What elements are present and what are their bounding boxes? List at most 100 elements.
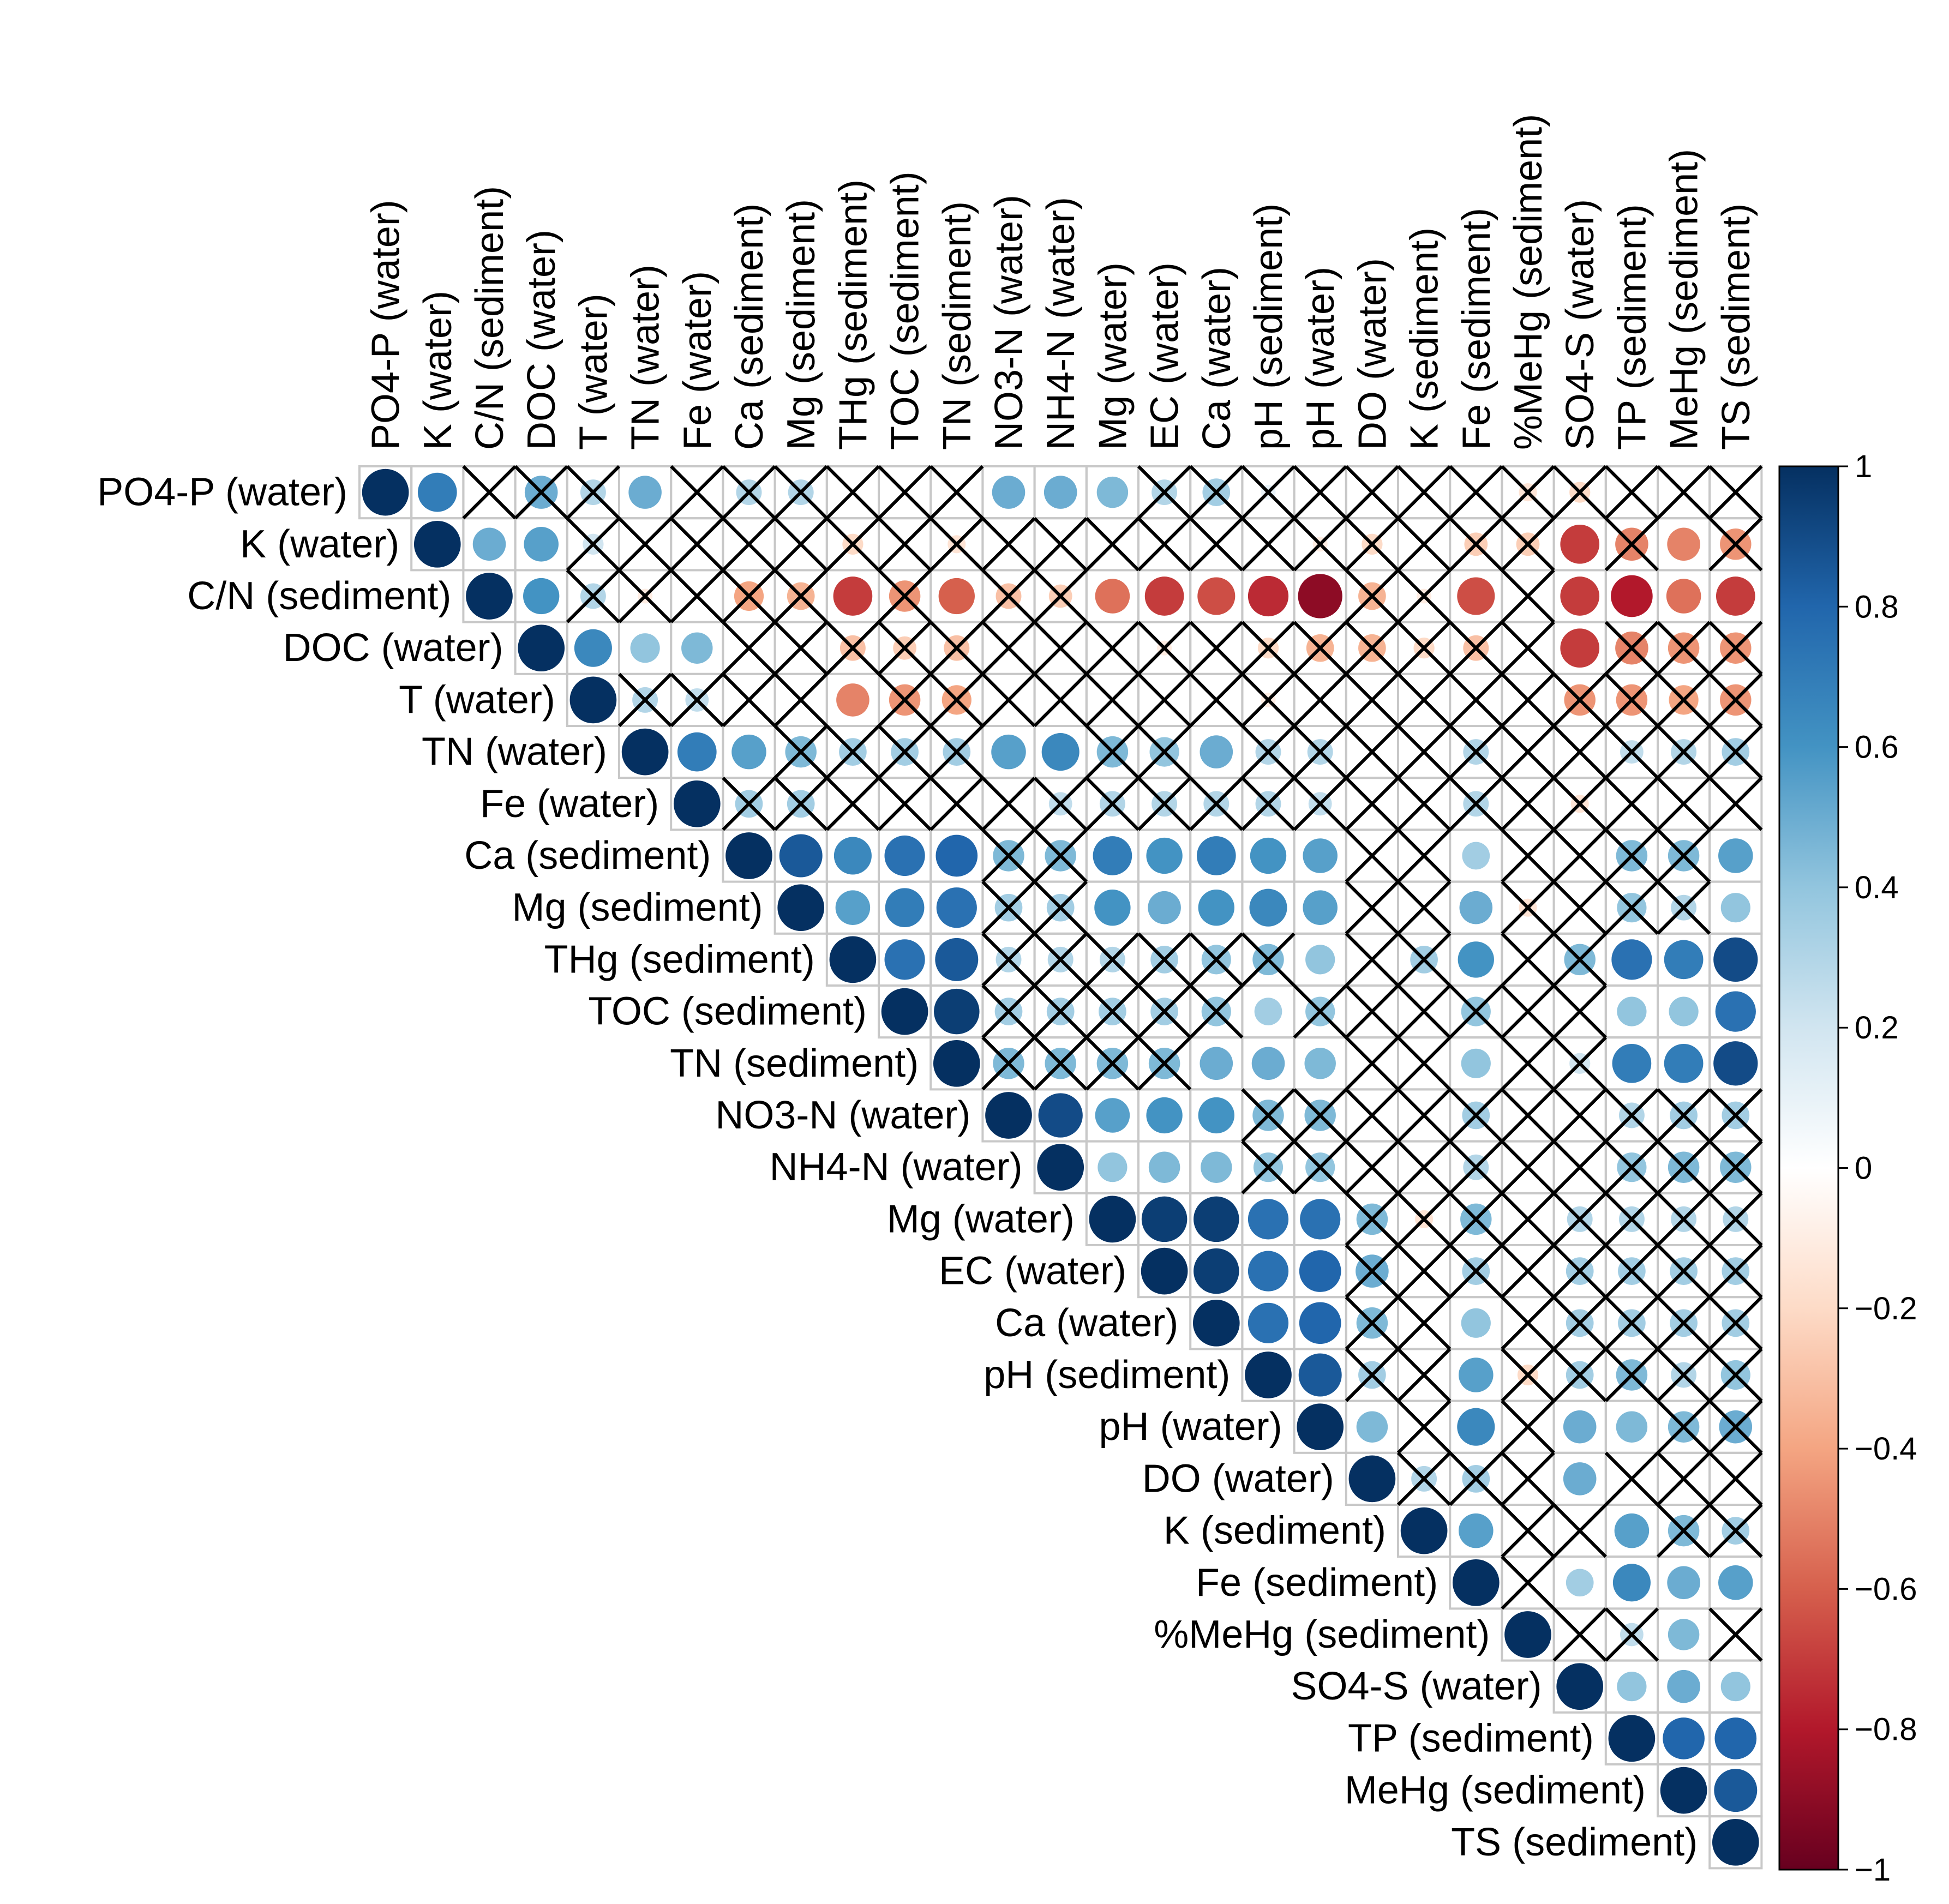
insignificant-cross-mark xyxy=(1396,724,1452,779)
correlation-circle-thg-sediment-vs-thg-sediment xyxy=(829,936,877,983)
insignificant-cross-mark xyxy=(1552,932,1607,987)
insignificant-cross-mark xyxy=(1293,984,1347,1039)
correlation-circle-no3-n-water-vs-no3-n-water xyxy=(985,1092,1032,1139)
insignificant-cross-mark xyxy=(1501,1088,1555,1143)
correlation-circle-k-sediment-vs-tp-sediment xyxy=(1614,1513,1650,1548)
correlation-circle-so4-s-water-vs-mehg-sediment xyxy=(1667,1669,1700,1703)
correlation-circle-thg-sediment-vs-ts-sediment xyxy=(1713,937,1758,982)
insignificant-cross-mark xyxy=(514,465,568,520)
insignificant-cross-mark xyxy=(1708,724,1763,779)
insignificant-cross-mark xyxy=(1189,517,1244,572)
insignificant-cross-mark xyxy=(1501,828,1555,883)
insignificant-cross-mark xyxy=(929,724,984,779)
row-label-mehg-sediment: MeHg (sediment) xyxy=(1345,1769,1646,1812)
insignificant-cross-mark xyxy=(929,672,984,728)
insignificant-cross-mark xyxy=(1501,1451,1555,1506)
correlation-circle-thg-sediment-vs-tp-sediment xyxy=(1611,939,1652,980)
correlation-circle-ph-water-vs-do-water xyxy=(1356,1411,1388,1443)
row-label-k-sediment: K (sediment) xyxy=(1164,1509,1386,1553)
correlation-circle-mg-sediment-vs-ec-water xyxy=(1148,891,1181,924)
insignificant-cross-mark xyxy=(1345,569,1400,623)
insignificant-cross-mark xyxy=(1396,1348,1452,1402)
correlation-circle-toc-sediment-vs-tp-sediment xyxy=(1617,996,1647,1026)
correlation-circle-t-water-vs-thg-sediment xyxy=(836,683,869,717)
insignificant-cross-mark xyxy=(1293,517,1347,572)
insignificant-cross-mark xyxy=(1656,724,1711,779)
correlation-circle-po4-p-water-vs-po4-p-water xyxy=(362,469,409,516)
insignificant-cross-mark xyxy=(1604,517,1659,572)
insignificant-cross-mark xyxy=(1501,1348,1555,1402)
row-label-ph-water: pH (water) xyxy=(1099,1405,1282,1449)
matrix-cell xyxy=(1708,1815,1763,1870)
insignificant-cross-mark xyxy=(1033,1036,1088,1091)
insignificant-cross-mark xyxy=(1137,724,1192,779)
insignificant-cross-mark xyxy=(1137,672,1192,728)
row-label-tn-water: TN (water) xyxy=(422,730,607,774)
insignificant-cross-mark xyxy=(1345,1192,1400,1247)
insignificant-cross-mark xyxy=(1345,1140,1400,1194)
insignificant-cross-mark xyxy=(1604,1244,1659,1299)
correlation-circle-ph-water-vs-ph-water xyxy=(1297,1403,1344,1451)
row-label-ts-sediment: TS (sediment) xyxy=(1451,1821,1698,1864)
correlation-circle-ph-sediment-vs-ph-sediment xyxy=(1245,1352,1292,1398)
insignificant-cross-mark xyxy=(722,517,776,572)
colorbar-tick-label: 0 xyxy=(1855,1151,1872,1186)
insignificant-cross-mark xyxy=(1449,724,1503,779)
insignificant-cross-mark xyxy=(1345,984,1400,1039)
correlation-circle-ph-water-vs-so4-s-water xyxy=(1563,1410,1597,1444)
insignificant-cross-mark xyxy=(1345,828,1400,883)
insignificant-cross-mark xyxy=(1604,880,1659,935)
correlation-circle-ca-sediment-vs-toc-sediment xyxy=(884,835,925,876)
insignificant-cross-mark xyxy=(1293,724,1347,779)
correlation-circle-so4-s-water-vs-tp-sediment xyxy=(1617,1672,1647,1702)
insignificant-cross-mark xyxy=(825,724,880,779)
insignificant-cross-mark xyxy=(1345,1088,1400,1143)
insignificant-cross-mark xyxy=(1552,1036,1607,1091)
insignificant-cross-mark xyxy=(1501,880,1555,935)
insignificant-cross-mark xyxy=(1501,621,1555,675)
insignificant-cross-mark xyxy=(1396,828,1452,883)
insignificant-cross-mark xyxy=(1137,984,1192,1039)
correlation-circle-ca-water-vs-ph-sediment xyxy=(1248,1302,1289,1343)
insignificant-cross-mark xyxy=(1189,621,1244,675)
correlation-circle-ec-water-vs-ph-water xyxy=(1299,1250,1341,1292)
correlation-circle-pct-mehg-sediment-vs-mehg-sediment xyxy=(1668,1619,1700,1650)
insignificant-cross-mark xyxy=(1449,1244,1503,1299)
column-label-ts-sediment: TS (sediment) xyxy=(1714,203,1758,450)
correlation-circle-no3-n-water-vs-ca-water xyxy=(1198,1097,1234,1134)
row-label-no3-n-water: NO3-N (water) xyxy=(715,1094,970,1137)
insignificant-cross-mark xyxy=(1708,1192,1763,1247)
colorbar-gradient xyxy=(1778,465,1839,1871)
insignificant-cross-mark xyxy=(1656,1503,1711,1558)
correlation-circle-ca-sediment-vs-mg-water xyxy=(1093,836,1132,875)
insignificant-cross-mark xyxy=(1241,517,1296,572)
insignificant-cross-mark xyxy=(1241,1088,1296,1143)
row-label-mg-water: Mg (water) xyxy=(887,1197,1075,1241)
insignificant-cross-mark xyxy=(1604,465,1659,520)
row-label-t-water: T (water) xyxy=(399,678,555,722)
insignificant-cross-mark xyxy=(1033,880,1088,935)
correlation-circle-c-n-sediment-vs-ts-sediment xyxy=(1716,576,1755,616)
correlation-circle-no3-n-water-vs-nh4-n-water xyxy=(1038,1093,1083,1138)
insignificant-cross-mark xyxy=(1241,1140,1296,1194)
insignificant-cross-mark xyxy=(1085,932,1140,987)
insignificant-cross-mark xyxy=(1708,465,1763,520)
insignificant-cross-mark xyxy=(1604,724,1659,779)
insignificant-cross-mark xyxy=(1396,621,1452,675)
column-label-toc-sediment: TOC (sediment) xyxy=(884,171,927,450)
correlation-circle-t-water-vs-t-water xyxy=(569,676,617,724)
correlation-circle-fe-sediment-vs-fe-sediment xyxy=(1452,1559,1500,1606)
insignificant-cross-mark xyxy=(1604,1140,1659,1194)
correlation-circle-tn-sediment-vs-mehg-sediment xyxy=(1664,1043,1704,1083)
insignificant-cross-mark xyxy=(1189,672,1244,728)
insignificant-cross-mark xyxy=(929,465,984,520)
insignificant-cross-mark xyxy=(1708,1503,1763,1558)
correlation-circle-po4-p-water-vs-no3-n-water xyxy=(992,476,1026,509)
correlation-circle-c-n-sediment-vs-ca-water xyxy=(1197,577,1236,615)
insignificant-cross-mark xyxy=(1033,984,1088,1039)
insignificant-cross-mark xyxy=(1396,984,1452,1039)
colorbar-tick-label: 0.8 xyxy=(1855,589,1899,624)
colorbar-tick-label: −1 xyxy=(1855,1852,1891,1888)
insignificant-cross-mark xyxy=(1501,1140,1555,1194)
correlation-circle-c-n-sediment-vs-thg-sediment xyxy=(833,576,873,616)
